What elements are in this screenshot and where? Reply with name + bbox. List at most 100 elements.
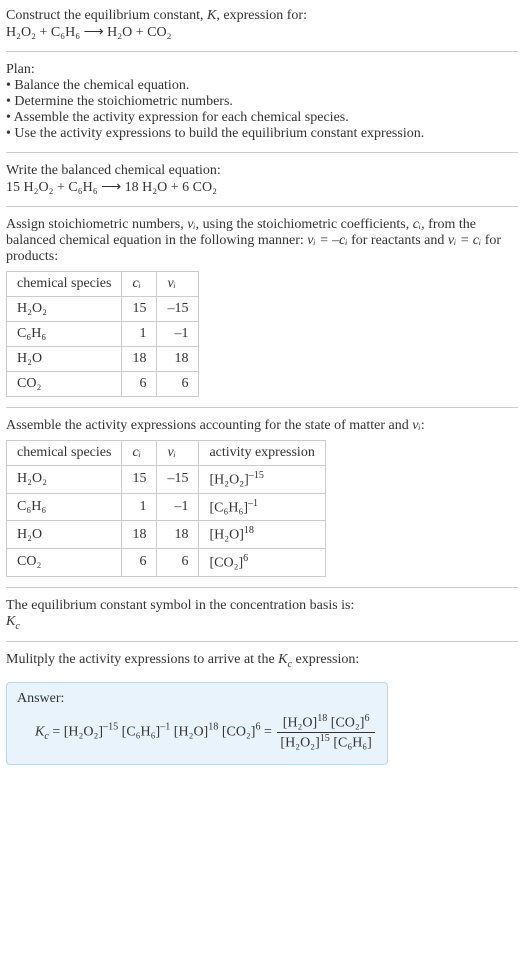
assign-text: Assign stoichiometric numbers,: [6, 217, 187, 232]
cell-vi: –15: [157, 297, 199, 322]
col-vi: νᵢ: [157, 441, 199, 466]
header-block: Construct the equilibrium constant, K, e…: [6, 8, 518, 41]
cell-species: C₆H₆: [7, 322, 122, 347]
header-title: Construct the equilibrium constant, K, e…: [6, 8, 518, 24]
symbol-text: The equilibrium constant symbol in the c…: [6, 598, 518, 614]
table-row: CO₂ 6 6 [CO₂]6: [7, 548, 326, 576]
symbol-block: The equilibrium constant symbol in the c…: [6, 598, 518, 632]
cell-species: H₂O₂: [7, 297, 122, 322]
plan-item: • Determine the stoichiometric numbers.: [6, 94, 518, 110]
title-K: K: [207, 8, 216, 23]
cell-species: H₂O: [7, 347, 122, 372]
term-base: [H₂O₂]: [280, 736, 319, 751]
act-exp: –1: [248, 498, 258, 509]
table-header-row: chemical species cᵢ νᵢ activity expressi…: [7, 441, 326, 466]
act-base: [C₆H₆]: [209, 500, 248, 515]
term-base: [CO₂]: [331, 716, 365, 731]
assign-text: , using the stoichiometric coefficients,: [196, 217, 413, 232]
title-suffix: , expression for:: [216, 8, 307, 23]
balanced-title: Write the balanced chemical equation:: [6, 163, 518, 179]
cell-species: C₆H₆: [7, 493, 122, 521]
cell-ci: 15: [122, 297, 157, 322]
assemble-block: Assemble the activity expressions accoun…: [6, 418, 518, 434]
eq: =: [49, 725, 64, 740]
cell-ci: 18: [122, 521, 157, 549]
fraction-numerator: [H₂O]18 [CO₂]6: [277, 713, 374, 733]
cell-ci: 15: [122, 466, 157, 494]
act-exp: 18: [244, 525, 254, 536]
term-exp: 18: [317, 713, 327, 724]
balanced-block: Write the balanced chemical equation: 15…: [6, 163, 518, 196]
cell-ci: 6: [122, 548, 157, 576]
cell-activity: [H₂O₂]–15: [199, 466, 325, 494]
table-row: H₂O₂ 15 –15: [7, 297, 199, 322]
cell-ci: 1: [122, 493, 157, 521]
cell-vi: 18: [157, 347, 199, 372]
answer-label: Answer:: [17, 691, 377, 707]
cell-species: H₂O₂: [7, 466, 122, 494]
title-prefix: Construct the equilibrium constant,: [6, 8, 207, 23]
kc-K: K: [35, 725, 44, 740]
cell-vi: –15: [157, 466, 199, 494]
act-base: [H₂O]: [209, 528, 243, 543]
table-row: H₂O 18 18 [H₂O]18: [7, 521, 326, 549]
balanced-equation: 15 H₂O₂ + C₆H₆ ⟶ 18 H₂O + 6 CO₂: [6, 179, 518, 196]
answer-box: Answer: Kc = [H₂O₂]–15 [C₆H₆]–1 [H₂O]18 …: [6, 682, 388, 764]
plan-item: • Balance the chemical equation.: [6, 78, 518, 94]
term-base: [C₆H₆]: [333, 736, 372, 751]
cell-activity: [C₆H₆]–1: [199, 493, 325, 521]
separator: [6, 51, 518, 52]
col-ci: cᵢ: [122, 272, 157, 297]
cell-ci: 6: [122, 372, 157, 397]
header-equation: H₂O₂ + C₆H₆ ⟶ H₂O + CO₂: [6, 24, 518, 41]
separator: [6, 407, 518, 408]
rel1: νᵢ = –cᵢ: [307, 233, 347, 248]
col-ci: cᵢ: [122, 441, 157, 466]
cell-ci: 1: [122, 322, 157, 347]
c-i: cᵢ: [413, 217, 421, 232]
fraction-denominator: [H₂O₂]15 [C₆H₆]: [277, 733, 374, 752]
kc-K: K: [278, 652, 287, 667]
table-row: H₂O 18 18: [7, 347, 199, 372]
separator: [6, 641, 518, 642]
cell-activity: [CO₂]6: [199, 548, 325, 576]
answer-expression: Kc = [H₂O₂]–15 [C₆H₆]–1 [H₂O]18 [CO₂]6 =…: [17, 713, 377, 751]
cell-vi: 18: [157, 521, 199, 549]
act-exp: 6: [243, 553, 248, 564]
multiply-prefix: Mulitply the activity expressions to arr…: [6, 652, 278, 667]
col-vi: νᵢ: [157, 272, 199, 297]
cell-vi: 6: [157, 372, 199, 397]
kc-sub: c: [15, 620, 19, 631]
table-row: C₆H₆ 1 –1: [7, 322, 199, 347]
col-species: chemical species: [7, 272, 122, 297]
term-base: [H₂O]: [174, 725, 208, 740]
assign-text: for reactants and: [348, 233, 448, 248]
plan-title: Plan:: [6, 62, 518, 78]
fraction: [H₂O]18 [CO₂]6 [H₂O₂]15 [C₆H₆]: [277, 713, 374, 751]
col-activity: activity expression: [199, 441, 325, 466]
term-base: [CO₂]: [222, 725, 256, 740]
table-header-row: chemical species cᵢ νᵢ: [7, 272, 199, 297]
cell-vi: 6: [157, 548, 199, 576]
plan-item: • Assemble the activity expression for e…: [6, 110, 518, 126]
cell-ci: 18: [122, 347, 157, 372]
cell-species: CO₂: [7, 548, 122, 576]
kc-symbol: Kc: [6, 614, 518, 632]
term-base: [H₂O₂]: [64, 725, 103, 740]
term-base: [H₂O]: [283, 716, 317, 731]
separator: [6, 587, 518, 588]
table-row: H₂O₂ 15 –15 [H₂O₂]–15: [7, 466, 326, 494]
cell-vi: –1: [157, 493, 199, 521]
act-base: [CO₂]: [209, 556, 243, 571]
assign-block: Assign stoichiometric numbers, νᵢ, using…: [6, 217, 518, 265]
cell-activity: [H₂O]18: [199, 521, 325, 549]
nu-i: νᵢ: [412, 418, 420, 433]
plan-block: Plan: • Balance the chemical equation. •…: [6, 62, 518, 142]
col-species: chemical species: [7, 441, 122, 466]
cell-vi: –1: [157, 322, 199, 347]
term-exp: 18: [208, 722, 218, 733]
term-exp: 6: [364, 713, 369, 724]
term-exp: –15: [103, 722, 118, 733]
nu-i: νᵢ: [187, 217, 195, 232]
activity-table: chemical species cᵢ νᵢ activity expressi…: [6, 440, 326, 577]
